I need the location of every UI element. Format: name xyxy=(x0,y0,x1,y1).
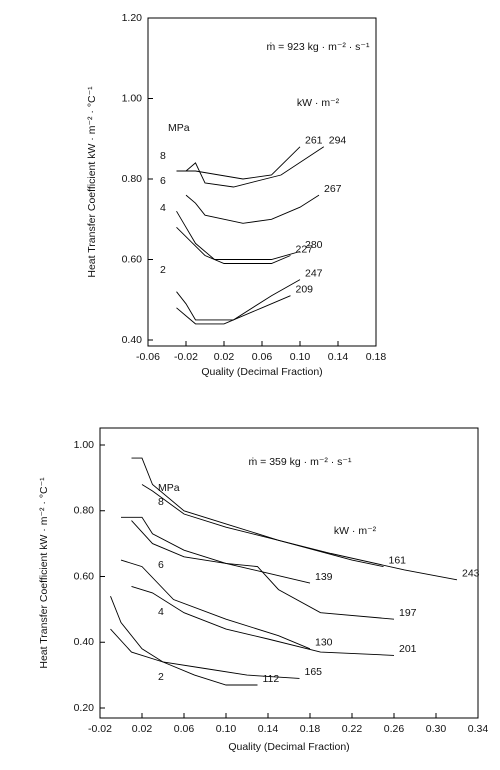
series-label: 197 xyxy=(399,607,417,619)
x-tick-label: 0.14 xyxy=(328,351,349,363)
annotation: ṁ = 359 kg · m⁻² · s⁻¹ xyxy=(249,456,352,468)
series-line xyxy=(176,295,291,325)
series-label: 201 xyxy=(399,643,417,655)
y-tick-label: 0.40 xyxy=(122,334,143,346)
x-tick-label: 0.02 xyxy=(132,723,153,735)
series-line xyxy=(141,484,458,581)
x-tick-label: 0.30 xyxy=(426,723,447,735)
annotation: 8 xyxy=(158,496,164,508)
plot-frame xyxy=(99,427,479,719)
x-tick-label: 0.06 xyxy=(252,351,273,363)
series-line xyxy=(120,559,311,650)
annotation: kW · m⁻² xyxy=(297,97,340,109)
annotation: 8 xyxy=(160,150,166,162)
series-label: 294 xyxy=(329,135,347,147)
series-label: 112 xyxy=(263,673,280,685)
y-tick-label: 1.00 xyxy=(74,439,95,451)
x-axis-label: Quality (Decimal Fraction) xyxy=(201,366,322,378)
series-label: 165 xyxy=(305,666,323,678)
annotation: 2 xyxy=(158,671,164,683)
x-tick-label: -0.06 xyxy=(136,351,160,363)
y-tick-label: 0.20 xyxy=(74,702,95,714)
series-label: 161 xyxy=(389,554,407,566)
x-tick-label: 0.34 xyxy=(468,723,489,735)
x-tick-label: 0.26 xyxy=(384,723,405,735)
annotation: ṁ = 923 kg · m⁻² · s⁻¹ xyxy=(267,41,370,53)
y-tick-label: 1.20 xyxy=(122,12,143,24)
series-label: 139 xyxy=(315,571,333,583)
y-axis-label: Heat Transfer Coefficient kW · m⁻² · °C⁻… xyxy=(38,477,50,669)
series-line xyxy=(131,520,395,620)
x-tick-label: 0.10 xyxy=(290,351,311,363)
series-line xyxy=(110,628,258,686)
annotation: 2 xyxy=(160,264,166,276)
series-label: 261 xyxy=(305,135,323,147)
x-tick-label: 0.06 xyxy=(174,723,195,735)
series-label: 267 xyxy=(324,183,342,195)
series-label: 227 xyxy=(296,243,314,255)
series-label: 247 xyxy=(305,267,323,279)
series-label: 243 xyxy=(462,568,480,580)
plot-frame xyxy=(147,17,377,347)
series-line xyxy=(185,146,325,188)
x-tick-label: 0.10 xyxy=(216,723,237,735)
x-tick-label: -0.02 xyxy=(174,351,198,363)
series-line xyxy=(131,457,384,568)
x-tick-label: -0.02 xyxy=(88,723,112,735)
series-line xyxy=(121,516,311,584)
y-tick-label: 0.60 xyxy=(74,570,95,582)
y-tick-label: 1.00 xyxy=(122,92,143,104)
annotation: kW · m⁻² xyxy=(334,525,377,537)
x-tick-label: 0.02 xyxy=(214,351,235,363)
series-label: 130 xyxy=(315,637,333,649)
annotation: MPa xyxy=(158,482,180,494)
series-label: 280 xyxy=(305,239,323,251)
x-tick-label: 0.14 xyxy=(258,723,279,735)
series-label: 209 xyxy=(296,284,314,296)
annotation: 6 xyxy=(160,175,166,187)
y-tick-label: 0.80 xyxy=(74,505,95,517)
series-line xyxy=(176,279,301,321)
x-axis-label: Quality (Decimal Fraction) xyxy=(228,741,349,753)
y-tick-label: 0.80 xyxy=(122,173,143,185)
x-tick-label: 0.18 xyxy=(300,723,321,735)
series-line xyxy=(176,226,291,264)
annotation: MPa xyxy=(168,122,190,134)
series-line xyxy=(110,596,300,679)
y-tick-label: 0.60 xyxy=(122,253,143,265)
series-line xyxy=(131,585,395,656)
annotation: 4 xyxy=(160,202,166,214)
annotation: 4 xyxy=(158,606,164,618)
x-tick-label: 0.18 xyxy=(366,351,387,363)
y-tick-label: 0.40 xyxy=(74,636,95,648)
series-line xyxy=(176,210,301,260)
annotation: 6 xyxy=(158,559,164,571)
series-line xyxy=(176,146,301,180)
x-tick-label: 0.22 xyxy=(342,723,363,735)
y-axis-label: Heat Transfer Coefficient kW · m⁻² · °C⁻… xyxy=(86,86,98,278)
series-line xyxy=(185,194,320,224)
